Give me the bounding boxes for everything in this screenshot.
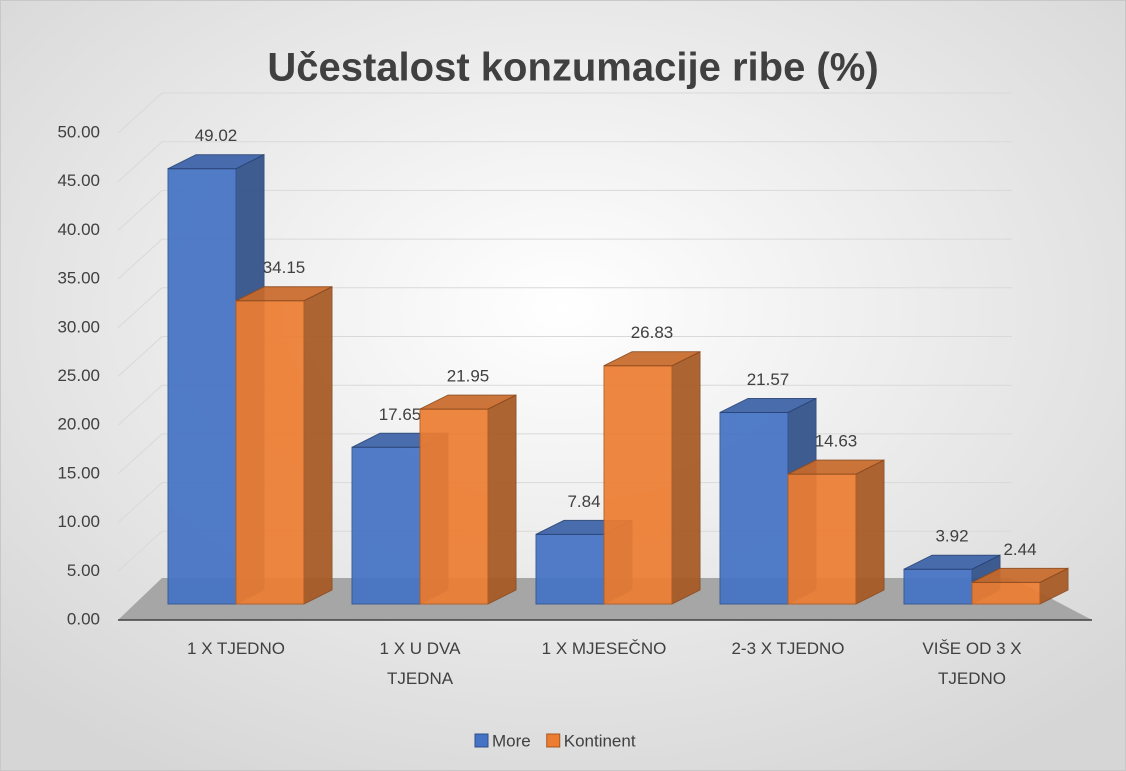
bar-top: [419, 394, 517, 410]
y-tick-label: 10.00: [57, 512, 100, 531]
value-label: 26.83: [631, 323, 674, 342]
x-tick-label: VIŠE OD 3 X TJEDNO: [922, 639, 1021, 688]
bar: [419, 408, 489, 605]
x-tick-label: 1 X TJEDNO: [187, 639, 285, 658]
grid-line: [117, 336, 163, 377]
y-tick-label: 25.00: [57, 366, 100, 385]
bar: [903, 568, 973, 605]
bar: [167, 168, 237, 605]
value-label: 2.44: [1003, 540, 1036, 559]
y-tick-label: 15.00: [57, 463, 100, 482]
bar: [719, 411, 789, 605]
legend-label: More: [492, 731, 531, 750]
grid-line: [117, 384, 163, 426]
legend-swatch: [546, 733, 561, 748]
value-label: 21.95: [447, 367, 490, 386]
bar-top: [787, 459, 885, 475]
x-tick-label: 1 X MJESEČNO: [542, 639, 667, 658]
value-label: 14.63: [815, 432, 858, 451]
x-tick-label: 2-3 X TJEDNO: [731, 639, 844, 658]
bar-top: [971, 567, 1069, 583]
y-tick-label: 30.00: [57, 317, 100, 336]
legend-label: Kontinent: [564, 731, 636, 750]
value-label: 3.92: [935, 527, 968, 546]
y-tick-label: 50.00: [57, 122, 100, 141]
grid-line: [117, 238, 163, 280]
bar: [351, 446, 421, 605]
grid-line: [117, 482, 163, 523]
grid-line: [117, 92, 163, 134]
y-tick-label: 5.00: [67, 561, 100, 580]
chart-title: Učestalost konzumacije ribe (%): [267, 46, 878, 90]
grid-line: [117, 530, 163, 572]
bar-top: [167, 154, 265, 170]
value-label: 17.65: [379, 405, 422, 424]
grid-line: [117, 190, 163, 231]
bar: [235, 300, 305, 605]
y-tick-label: 40.00: [57, 220, 100, 239]
bar: [787, 473, 857, 605]
bar-top: [603, 351, 701, 367]
grid-line: [117, 141, 163, 183]
bar-side: [855, 459, 885, 605]
bar-side: [303, 285, 333, 605]
x-tick-label: 1 X U DVA TJEDNA: [380, 639, 462, 688]
bar: [603, 365, 673, 605]
value-label: 7.84: [567, 492, 600, 511]
y-tick-label: 0.00: [67, 609, 100, 628]
y-tick-label: 35.00: [57, 269, 100, 288]
legend-swatch: [474, 733, 489, 748]
value-label: 34.15: [263, 258, 306, 277]
bar: [971, 581, 1041, 605]
value-label: 21.57: [747, 370, 790, 389]
value-label: 49.02: [195, 126, 238, 145]
bar-top: [903, 554, 1001, 570]
bar-top: [235, 286, 333, 302]
bar-top: [719, 397, 817, 413]
y-tick-label: 45.00: [57, 171, 100, 190]
bar-side: [487, 394, 517, 605]
grid-line: [117, 433, 163, 475]
bar: [535, 533, 605, 605]
grid-line: [117, 287, 163, 329]
y-tick-label: 20.00: [57, 415, 100, 434]
bar-side: [671, 350, 701, 605]
